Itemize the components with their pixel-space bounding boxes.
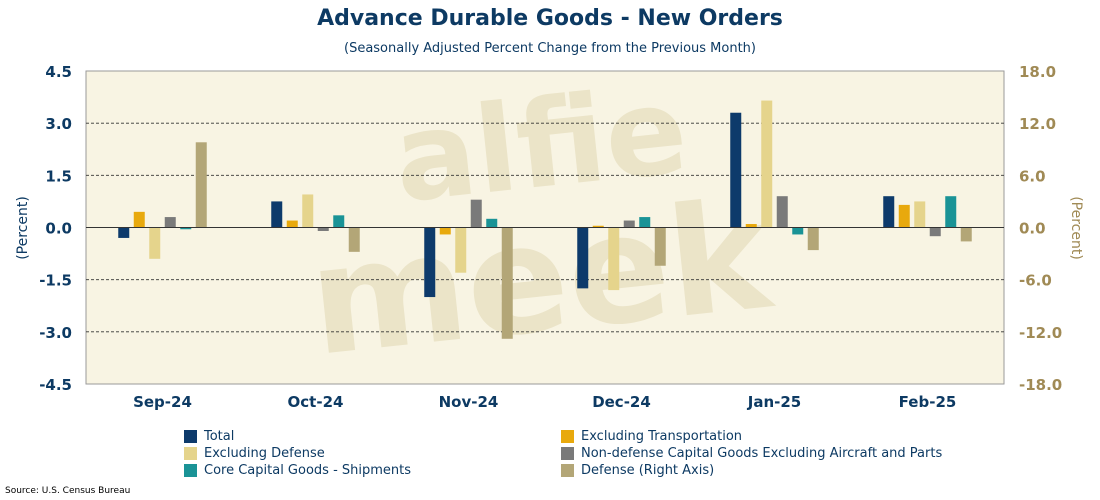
y-axis-title: (Percent) [15,196,31,260]
bar-total [271,201,283,228]
bar-excluding-transportation [592,225,604,228]
bar-total [577,227,589,289]
y-tick-label: -1.5 [39,272,72,290]
y2-axis-title: (Percent) [1068,196,1084,260]
legend-label: Excluding Defense [204,446,325,461]
y2-tick-label: 18.0 [1019,63,1056,81]
source-note: Source: U.S. Census Bureau [5,486,131,496]
bar-total [424,227,436,298]
legend-swatch [184,447,197,460]
bar-core-capital-goods-shipments [945,196,957,228]
legend-label: Defense (Right Axis) [581,463,715,478]
bar-excluding-defense [608,227,620,291]
legend-item: Defense (Right Axis) [561,463,714,478]
bar-non-defense-capital-goods-excluding-aircraft-and-parts [776,196,788,228]
watermark-line: alfie [388,61,693,230]
bar-core-capital-goods-shipments [333,215,345,228]
bar-excluding-transportation [439,227,451,235]
bar-defense-right-axis [960,227,972,242]
legend-swatch [184,464,197,477]
bar-non-defense-capital-goods-excluding-aircraft-and-parts [470,199,482,228]
x-tick-label: Oct-24 [288,393,344,411]
legend-item: Total [184,429,234,444]
chart-subtitle: (Seasonally Adjusted Percent Change from… [344,41,756,56]
bar-excluding-defense [302,194,314,228]
y-tick-label: -3.0 [39,324,72,342]
x-tick-label: Nov-24 [439,393,499,411]
bar-excluding-defense [761,100,773,228]
bar-excluding-transportation [286,220,298,228]
legend-item: Non-defense Capital Goods Excluding Airc… [561,446,942,461]
legend-swatch [561,430,574,443]
x-tick-label: Sep-24 [133,393,192,411]
bar-total [730,112,742,228]
legend-label: Total [204,429,235,444]
bar-excluding-transportation [745,224,757,228]
y2-tick-label: 0.0 [1019,220,1046,238]
bar-defense-right-axis [654,227,666,266]
legend-item: Excluding Defense [184,446,325,461]
legend-swatch [561,447,574,460]
y-tick-label: 4.5 [45,63,72,81]
x-tick-label: Jan-25 [747,393,801,411]
bar-core-capital-goods-shipments [180,227,192,230]
legend-item: Excluding Transportation [561,429,742,444]
bar-excluding-defense [914,201,926,228]
bar-defense-right-axis [348,227,360,252]
bar-defense-right-axis [195,142,207,228]
bar-total [118,227,130,238]
legend-item: Core Capital Goods - Shipments [184,463,411,478]
bar-excluding-transportation [898,204,910,228]
y2-tick-label: 12.0 [1019,115,1056,133]
y-tick-label: 3.0 [45,115,72,133]
y-tick-label: 1.5 [45,167,72,185]
x-tick-label: Dec-24 [592,393,651,411]
bar-excluding-transportation [133,211,145,228]
y-tick-label: -4.5 [39,376,72,394]
bar-core-capital-goods-shipments [486,218,498,228]
bar-core-capital-goods-shipments [639,217,651,228]
y2-tick-label: -6.0 [1019,272,1052,290]
bar-total [883,196,895,228]
y2-tick-label: -12.0 [1019,324,1062,342]
x-tick-label: Feb-25 [899,393,957,411]
bar-non-defense-capital-goods-excluding-aircraft-and-parts [929,227,941,237]
bar-non-defense-capital-goods-excluding-aircraft-and-parts [317,227,329,231]
legend-label: Non-defense Capital Goods Excluding Airc… [581,446,943,461]
bar-non-defense-capital-goods-excluding-aircraft-and-parts [623,220,635,228]
y2-tick-label: -18.0 [1019,376,1062,394]
y2-tick-label: 6.0 [1019,167,1046,185]
bar-excluding-defense [149,227,161,259]
bar-excluding-defense [455,227,467,273]
legend-swatch [561,464,574,477]
y-tick-label: 0.0 [45,220,72,238]
legend-label: Excluding Transportation [581,429,743,444]
bar-non-defense-capital-goods-excluding-aircraft-and-parts [164,217,176,228]
bar-defense-right-axis [501,227,513,339]
chart-title: Advance Durable Goods - New Orders [317,6,783,31]
legend-label: Core Capital Goods - Shipments [204,463,412,478]
bar-defense-right-axis [807,227,819,251]
bar-core-capital-goods-shipments [792,227,804,235]
legend-swatch [184,430,197,443]
